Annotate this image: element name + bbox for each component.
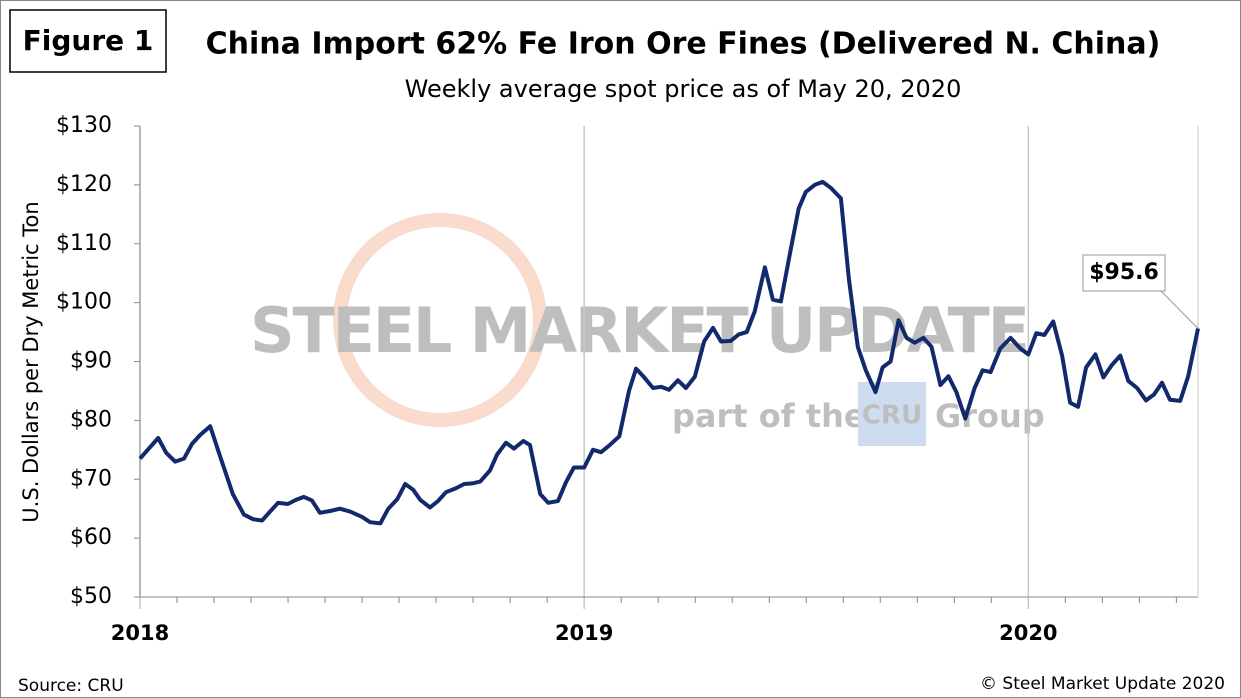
chart-title: China Import 62% Fe Iron Ore Fines (Deli…	[206, 27, 1161, 62]
figure-label: Figure 1	[23, 24, 154, 57]
y-tick-label: $70	[70, 466, 112, 491]
watermark-brand: STEEL MARKET UPDATE	[250, 294, 1030, 367]
y-tick-label: $50	[70, 584, 112, 609]
copyright: © Steel Market Update 2020	[980, 674, 1225, 694]
x-tick-label: 2018	[111, 621, 169, 645]
x-tick-label: 2020	[999, 621, 1057, 645]
y-tick-label: $90	[70, 349, 112, 374]
y-tick-label: $80	[70, 407, 112, 432]
watermark: STEEL MARKET UPDATE part of the CRU Grou…	[250, 213, 1045, 446]
chart-subtitle: Weekly average spot price as of May 20, …	[405, 75, 962, 103]
x-tick-label: 2019	[555, 621, 613, 645]
callout-label: $95.6	[1089, 260, 1159, 285]
watermark-tagline-start: part of the	[672, 397, 866, 435]
callout-leader	[1159, 289, 1199, 329]
source: Source: CRU	[18, 676, 124, 696]
y-axis-label: U.S. Dollars per Dry Metric Ton	[19, 201, 43, 522]
watermark-logo-box	[858, 382, 926, 446]
y-tick-label: $120	[56, 172, 112, 197]
price-line	[138, 179, 1200, 526]
watermark-logo: CRU	[862, 401, 922, 431]
callout-box	[1082, 254, 1166, 292]
watermark-ring	[333, 213, 547, 427]
y-tick-label: $100	[56, 290, 112, 315]
figure-box	[9, 9, 167, 73]
y-tick-label: $60	[70, 525, 112, 550]
watermark-tagline-end: Group	[935, 397, 1045, 435]
y-tick-label: $130	[56, 113, 112, 138]
y-tick-label: $110	[56, 231, 112, 256]
